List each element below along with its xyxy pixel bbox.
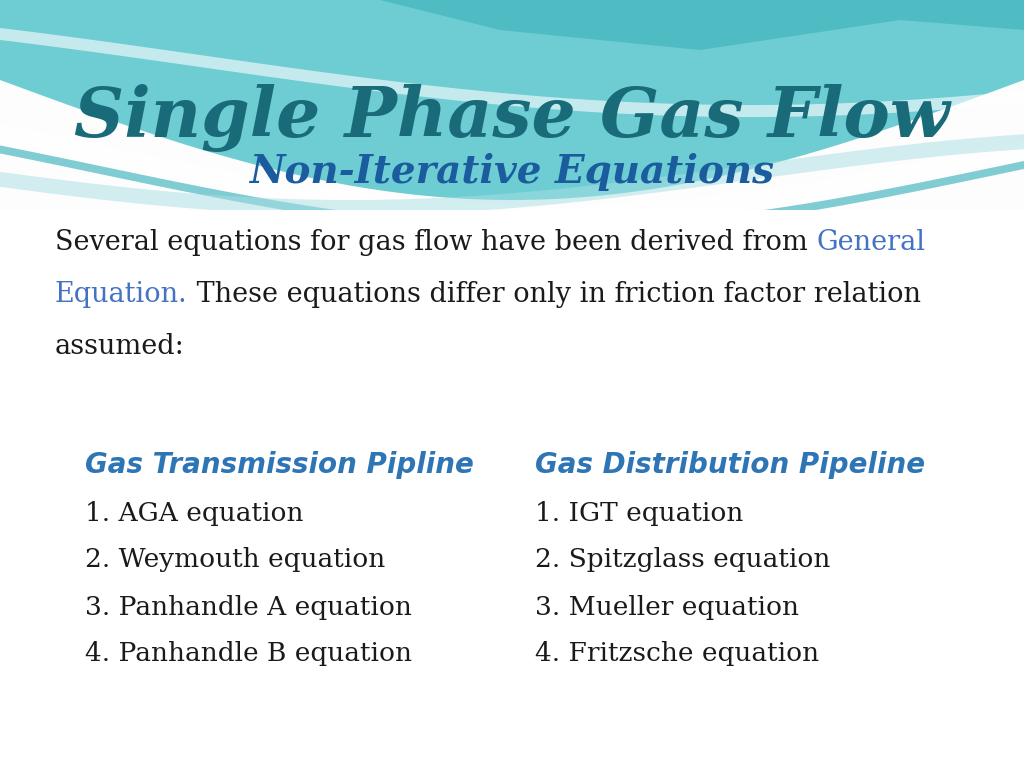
Text: assumed:: assumed: xyxy=(55,333,184,359)
Text: General: General xyxy=(816,229,926,256)
Polygon shape xyxy=(0,28,1024,117)
Text: Equation.: Equation. xyxy=(55,280,187,307)
Text: 2. Spitzglass equation: 2. Spitzglass equation xyxy=(535,548,830,572)
Text: 4. Panhandle B equation: 4. Panhandle B equation xyxy=(85,641,412,667)
Text: Single Phase Gas Flow: Single Phase Gas Flow xyxy=(74,84,950,152)
Polygon shape xyxy=(0,134,1024,215)
Polygon shape xyxy=(0,145,1024,234)
Text: 1. AGA equation: 1. AGA equation xyxy=(85,501,303,525)
Text: Several equations for gas flow have been derived from: Several equations for gas flow have been… xyxy=(55,229,816,256)
Text: Gas Distribution Pipeline: Gas Distribution Pipeline xyxy=(535,451,925,479)
Text: Gas Transmission Pipline: Gas Transmission Pipline xyxy=(85,451,474,479)
Text: 3. Panhandle A equation: 3. Panhandle A equation xyxy=(85,594,412,620)
Polygon shape xyxy=(0,0,1024,200)
Polygon shape xyxy=(0,210,1024,768)
Text: 1. IGT equation: 1. IGT equation xyxy=(535,501,743,525)
Text: 3. Mueller equation: 3. Mueller equation xyxy=(535,594,799,620)
Text: 4. Fritzsche equation: 4. Fritzsche equation xyxy=(535,641,819,667)
Text: Non-Iterative Equations: Non-Iterative Equations xyxy=(250,153,774,191)
Polygon shape xyxy=(0,124,1024,223)
Text: These equations differ only in friction factor relation: These equations differ only in friction … xyxy=(187,280,921,307)
Polygon shape xyxy=(380,0,1024,50)
Text: 2. Weymouth equation: 2. Weymouth equation xyxy=(85,548,385,572)
